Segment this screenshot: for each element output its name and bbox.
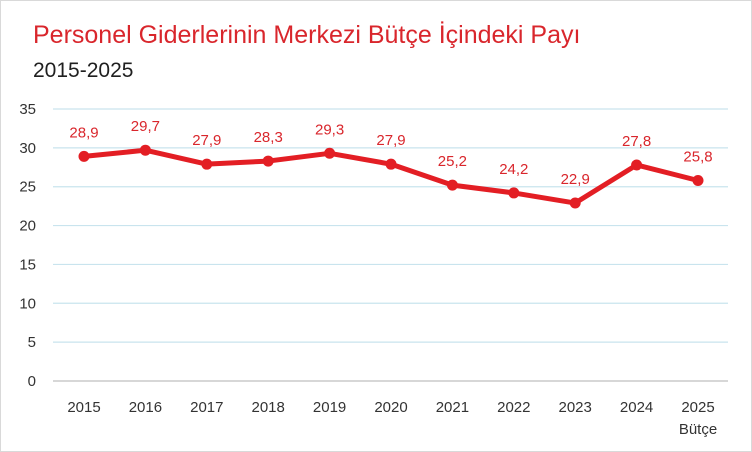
series-line: [81, 147, 701, 206]
data-point: [201, 158, 213, 170]
data-label: 27,9: [192, 132, 221, 149]
x-tick-label: 2019: [313, 399, 346, 416]
plot-area: 28,9 29,7 27,9 28,3 29,3 27,9 25,2 24,2 22,9 27,8…: [69, 118, 713, 209]
data-label: 27,9: [376, 132, 405, 149]
gridlines: [53, 108, 728, 382]
chart-subtitle: 2015-2025: [33, 59, 134, 82]
y-axis: 0 5 10 15 20 25 30 35: [19, 101, 36, 390]
data-label: 27,8: [622, 133, 651, 150]
x-tick-label: 2022: [497, 399, 530, 416]
data-label: 25,2: [438, 153, 467, 170]
data-point: [692, 174, 704, 186]
y-tick-label: 0: [28, 373, 36, 390]
data-point: [139, 144, 151, 156]
x-tick-label: 2015: [67, 399, 100, 416]
data-point: [631, 159, 643, 171]
data-point: [385, 158, 397, 170]
y-tick-label: 25: [19, 179, 36, 196]
y-tick-label: 10: [19, 295, 36, 312]
data-point: [508, 187, 520, 199]
data-label: 28,9: [69, 124, 98, 141]
data-point: [569, 197, 581, 209]
x-tick-label: 2016: [129, 399, 162, 416]
x-tick-sublabel: Bütçe: [679, 421, 717, 438]
y-tick-label: 30: [19, 140, 36, 157]
data-point: [446, 179, 458, 191]
x-tick-label: 2024: [620, 399, 653, 416]
y-tick-label: 35: [19, 101, 36, 118]
x-tick-label: 2025: [681, 399, 714, 416]
x-tick-label: 2021: [436, 399, 469, 416]
x-tick-label: 2020: [374, 399, 407, 416]
data-label: 24,2: [499, 161, 528, 178]
x-tick-label: 2023: [559, 399, 592, 416]
data-point: [78, 150, 90, 162]
x-tick-label: 2017: [190, 399, 223, 416]
y-tick-label: 15: [19, 256, 36, 273]
y-tick-label: 20: [19, 218, 36, 235]
x-tick-label: 2018: [252, 399, 285, 416]
data-point: [324, 147, 336, 159]
data-label: 22,9: [561, 171, 590, 188]
data-label: 25,8: [683, 148, 712, 165]
chart-title: Personel Giderlerinin Merkezi Bütçe İçin…: [33, 21, 581, 49]
y-tick-label: 5: [28, 334, 36, 351]
x-axis: 2015 2016 2017 2018 2019 2020 2021 2022 2023 2024…: [67, 399, 717, 438]
data-point: [262, 155, 274, 167]
data-label: 28,3: [254, 129, 283, 146]
data-label: 29,3: [315, 121, 344, 138]
data-label: 29,7: [131, 118, 160, 135]
